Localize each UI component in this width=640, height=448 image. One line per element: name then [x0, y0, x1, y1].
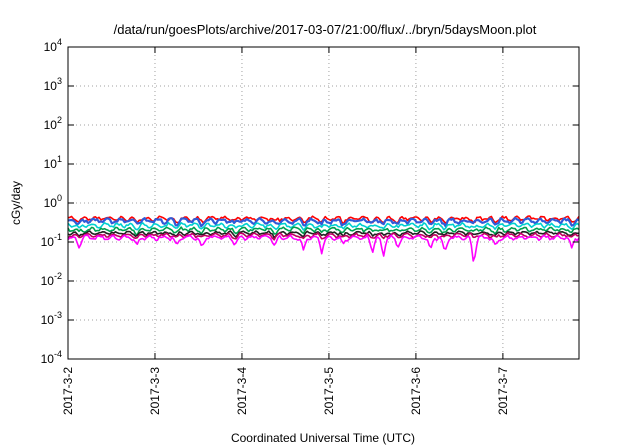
series-line: [67, 234, 580, 262]
y-tick-exponent: -2: [54, 271, 62, 281]
y-tick-label: 103: [44, 76, 62, 93]
y-tick-base: 10: [44, 79, 58, 93]
y-tick-base: 10: [44, 40, 58, 54]
y-tick-base: 10: [44, 157, 58, 171]
y-tick-label: 100: [44, 193, 62, 210]
y-tick-base: 10: [41, 235, 55, 249]
y-tick-exponent: -3: [54, 310, 62, 320]
y-tick-label: 101: [44, 154, 62, 171]
y-tick-base: 10: [41, 274, 55, 288]
y-tick-exponent: -1: [54, 232, 62, 242]
y-tick-exponent: 1: [57, 154, 62, 164]
series-line: [67, 221, 580, 231]
y-axis-label: cGy/day: [9, 181, 23, 225]
series-line: [67, 216, 580, 228]
y-tick-label: 102: [44, 115, 62, 132]
y-tick-exponent: 3: [57, 76, 62, 86]
y-tick-base: 10: [44, 118, 58, 132]
y-tick-label: 10-2: [41, 271, 62, 288]
y-tick-exponent: 0: [57, 193, 62, 203]
y-tick-exponent: 2: [57, 115, 62, 125]
x-tick-label: 2017-3-4: [235, 367, 249, 415]
x-tick-label: 2017-3-2: [61, 367, 75, 415]
x-tick-labels: 2017-3-2 2017-3-3 2017-3-4 2017-3-5 2017-3-6…: [61, 367, 510, 415]
y-tick-base: 10: [41, 313, 55, 327]
x-tick-label: 2017-3-7: [496, 367, 510, 415]
y-tick-label: 10-3: [41, 310, 62, 327]
y-tick-label: 104: [44, 37, 62, 54]
x-tick-label: 2017-3-6: [409, 367, 423, 415]
x-axis-label: Coordinated Universal Time (UTC): [231, 431, 415, 445]
y-tick-base: 10: [41, 352, 55, 366]
y-tick-label: 10-4: [41, 349, 62, 366]
series-layer: [67, 215, 580, 262]
ticks: [67, 46, 579, 360]
x-tick-label: 2017-3-3: [148, 367, 162, 415]
grid: [68, 47, 579, 359]
series-line: [67, 232, 580, 241]
chart-title: /data/run/goesPlots/archive/2017-03-07/2…: [114, 22, 537, 37]
series-line: [67, 226, 580, 236]
x-tick-label: 2017-3-5: [322, 367, 336, 415]
y-tick-exponent: -4: [54, 349, 62, 359]
y-tick-exponent: 4: [57, 37, 62, 47]
y-tick-base: 10: [44, 196, 58, 210]
y-tick-label: 10-1: [41, 232, 62, 249]
